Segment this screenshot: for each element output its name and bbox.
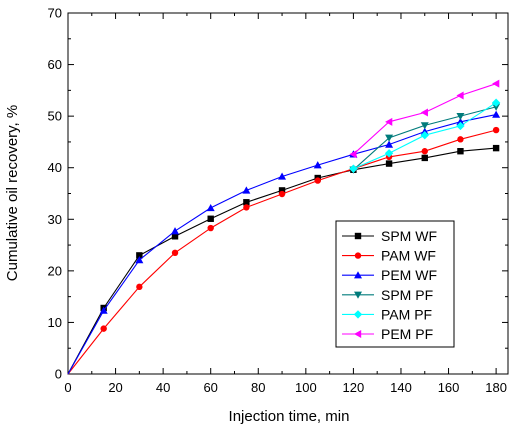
data-point-pem-pf — [456, 91, 464, 100]
legend-label-pem-pf: PEM PF — [381, 326, 433, 342]
x-axis-title: Injection time, min — [229, 408, 350, 425]
series-pem-pf — [349, 79, 500, 159]
data-point-pam-wf — [314, 177, 321, 184]
data-point-pem-pf — [420, 108, 428, 117]
legend-label-spm-pf: SPM PF — [381, 287, 433, 303]
y-tick-label: 20 — [48, 263, 62, 278]
y-tick-label: 10 — [48, 315, 62, 330]
data-point-spm-pf — [492, 103, 501, 111]
y-tick-label: 50 — [48, 109, 62, 124]
x-tick-label: 20 — [108, 380, 122, 395]
data-point-pem-pf — [385, 117, 393, 126]
data-point-pem-wf — [278, 172, 287, 180]
data-point-pam-wf — [100, 325, 107, 332]
data-point-spm-wf — [207, 215, 214, 222]
y-axis-title: Cumulative oil recovery, % — [4, 105, 21, 281]
legend: SPM WF PAM WF PEM WF SPM PF PAM PF PEM PF — [335, 220, 455, 348]
data-point-pam-wf — [492, 126, 500, 134]
legend-label-pam-pf: PAM PF — [381, 306, 432, 322]
data-point-pam-wf — [207, 224, 214, 232]
legend-item-spm-wf: SPM WF — [342, 228, 437, 244]
series-pam-pf — [349, 98, 501, 173]
legend-label-pem-wf: PEM WF — [381, 267, 437, 283]
data-point-spm-pf — [456, 112, 465, 121]
data-point-pem-pf — [349, 150, 357, 159]
legend-item-pam-pf: PAM PF — [342, 306, 432, 322]
data-point-pam-pf — [456, 121, 465, 131]
data-point-spm-wf — [136, 252, 143, 259]
legend-box — [335, 220, 455, 348]
x-tick-label: 120 — [343, 380, 365, 395]
data-point-spm-wf — [385, 160, 393, 167]
y-tick-label: 40 — [48, 160, 62, 175]
x-tick-label: 180 — [485, 380, 507, 395]
series-layer — [67, 79, 501, 375]
legend-marker-pem-wf — [354, 271, 362, 279]
legend-item-pam-wf: PAM WF — [342, 248, 436, 264]
x-tick-label: 80 — [251, 380, 265, 395]
data-point-pam-pf — [491, 98, 501, 107]
legend-marker-spm-pf — [354, 291, 362, 299]
data-point-spm-pf — [385, 134, 394, 142]
data-point-pem-wf — [135, 256, 144, 264]
data-point-spm-wf — [278, 187, 286, 194]
y-tick-label: 60 — [48, 57, 62, 72]
x-tick-label: 140 — [390, 380, 412, 395]
x-tick-label: 40 — [156, 380, 170, 395]
x-tick-label: 0 — [64, 380, 71, 395]
data-point-spm-wf — [421, 154, 428, 162]
data-point-spm-wf — [171, 233, 179, 240]
data-point-pem-wf — [99, 306, 108, 314]
data-point-spm-wf — [492, 144, 500, 152]
y-tick-label: 70 — [48, 6, 62, 21]
legend-item-pem-wf: PEM WF — [342, 267, 437, 283]
data-point-pem-wf — [206, 203, 215, 212]
x-tick-label: 100 — [295, 380, 317, 395]
data-point-pem-wf — [385, 140, 394, 148]
series-pam-wf — [67, 126, 500, 375]
data-point-pam-wf — [421, 148, 428, 155]
data-point-pem-wf — [171, 227, 180, 235]
x-tick-label: 60 — [203, 380, 217, 395]
tick-group: 0 20 40 60 80 100 120 140 160 180 0 10 20 30 40 50 60 70 — [48, 6, 508, 395]
data-point-pam-wf — [457, 136, 464, 143]
x-tick-label: 160 — [438, 380, 460, 395]
data-point-pem-wf — [492, 110, 501, 118]
data-point-pam-wf — [243, 204, 250, 211]
data-point-pam-wf — [278, 190, 286, 198]
data-point-spm-wf — [243, 199, 250, 206]
legend-marker-spm-wf — [354, 232, 362, 240]
legend-marker-pam-wf — [354, 252, 362, 259]
y-tick-label: 30 — [48, 212, 62, 227]
legend-item-pem-pf: PEM PF — [342, 326, 433, 342]
y-tick-label: 0 — [55, 367, 62, 382]
legend-marker-pem-pf — [354, 330, 362, 338]
data-point-pam-wf — [171, 249, 179, 257]
legend-marker-pam-pf — [353, 310, 363, 319]
legend-item-spm-pf: SPM PF — [342, 287, 433, 303]
data-point-pem-wf — [456, 117, 465, 126]
data-point-pem-wf — [313, 161, 322, 169]
data-point-pem-wf — [242, 186, 251, 194]
legend-label-pam-wf: PAM WF — [381, 248, 436, 264]
data-point-pam-wf — [136, 283, 143, 291]
data-point-pam-pf — [420, 131, 429, 140]
data-point-pam-pf — [384, 149, 394, 158]
data-point-pam-pf — [349, 164, 358, 173]
data-point-spm-pf — [420, 122, 429, 130]
legend-label-spm-wf: SPM WF — [381, 228, 437, 244]
data-point-spm-wf — [457, 148, 464, 155]
data-point-pem-pf — [492, 79, 500, 88]
